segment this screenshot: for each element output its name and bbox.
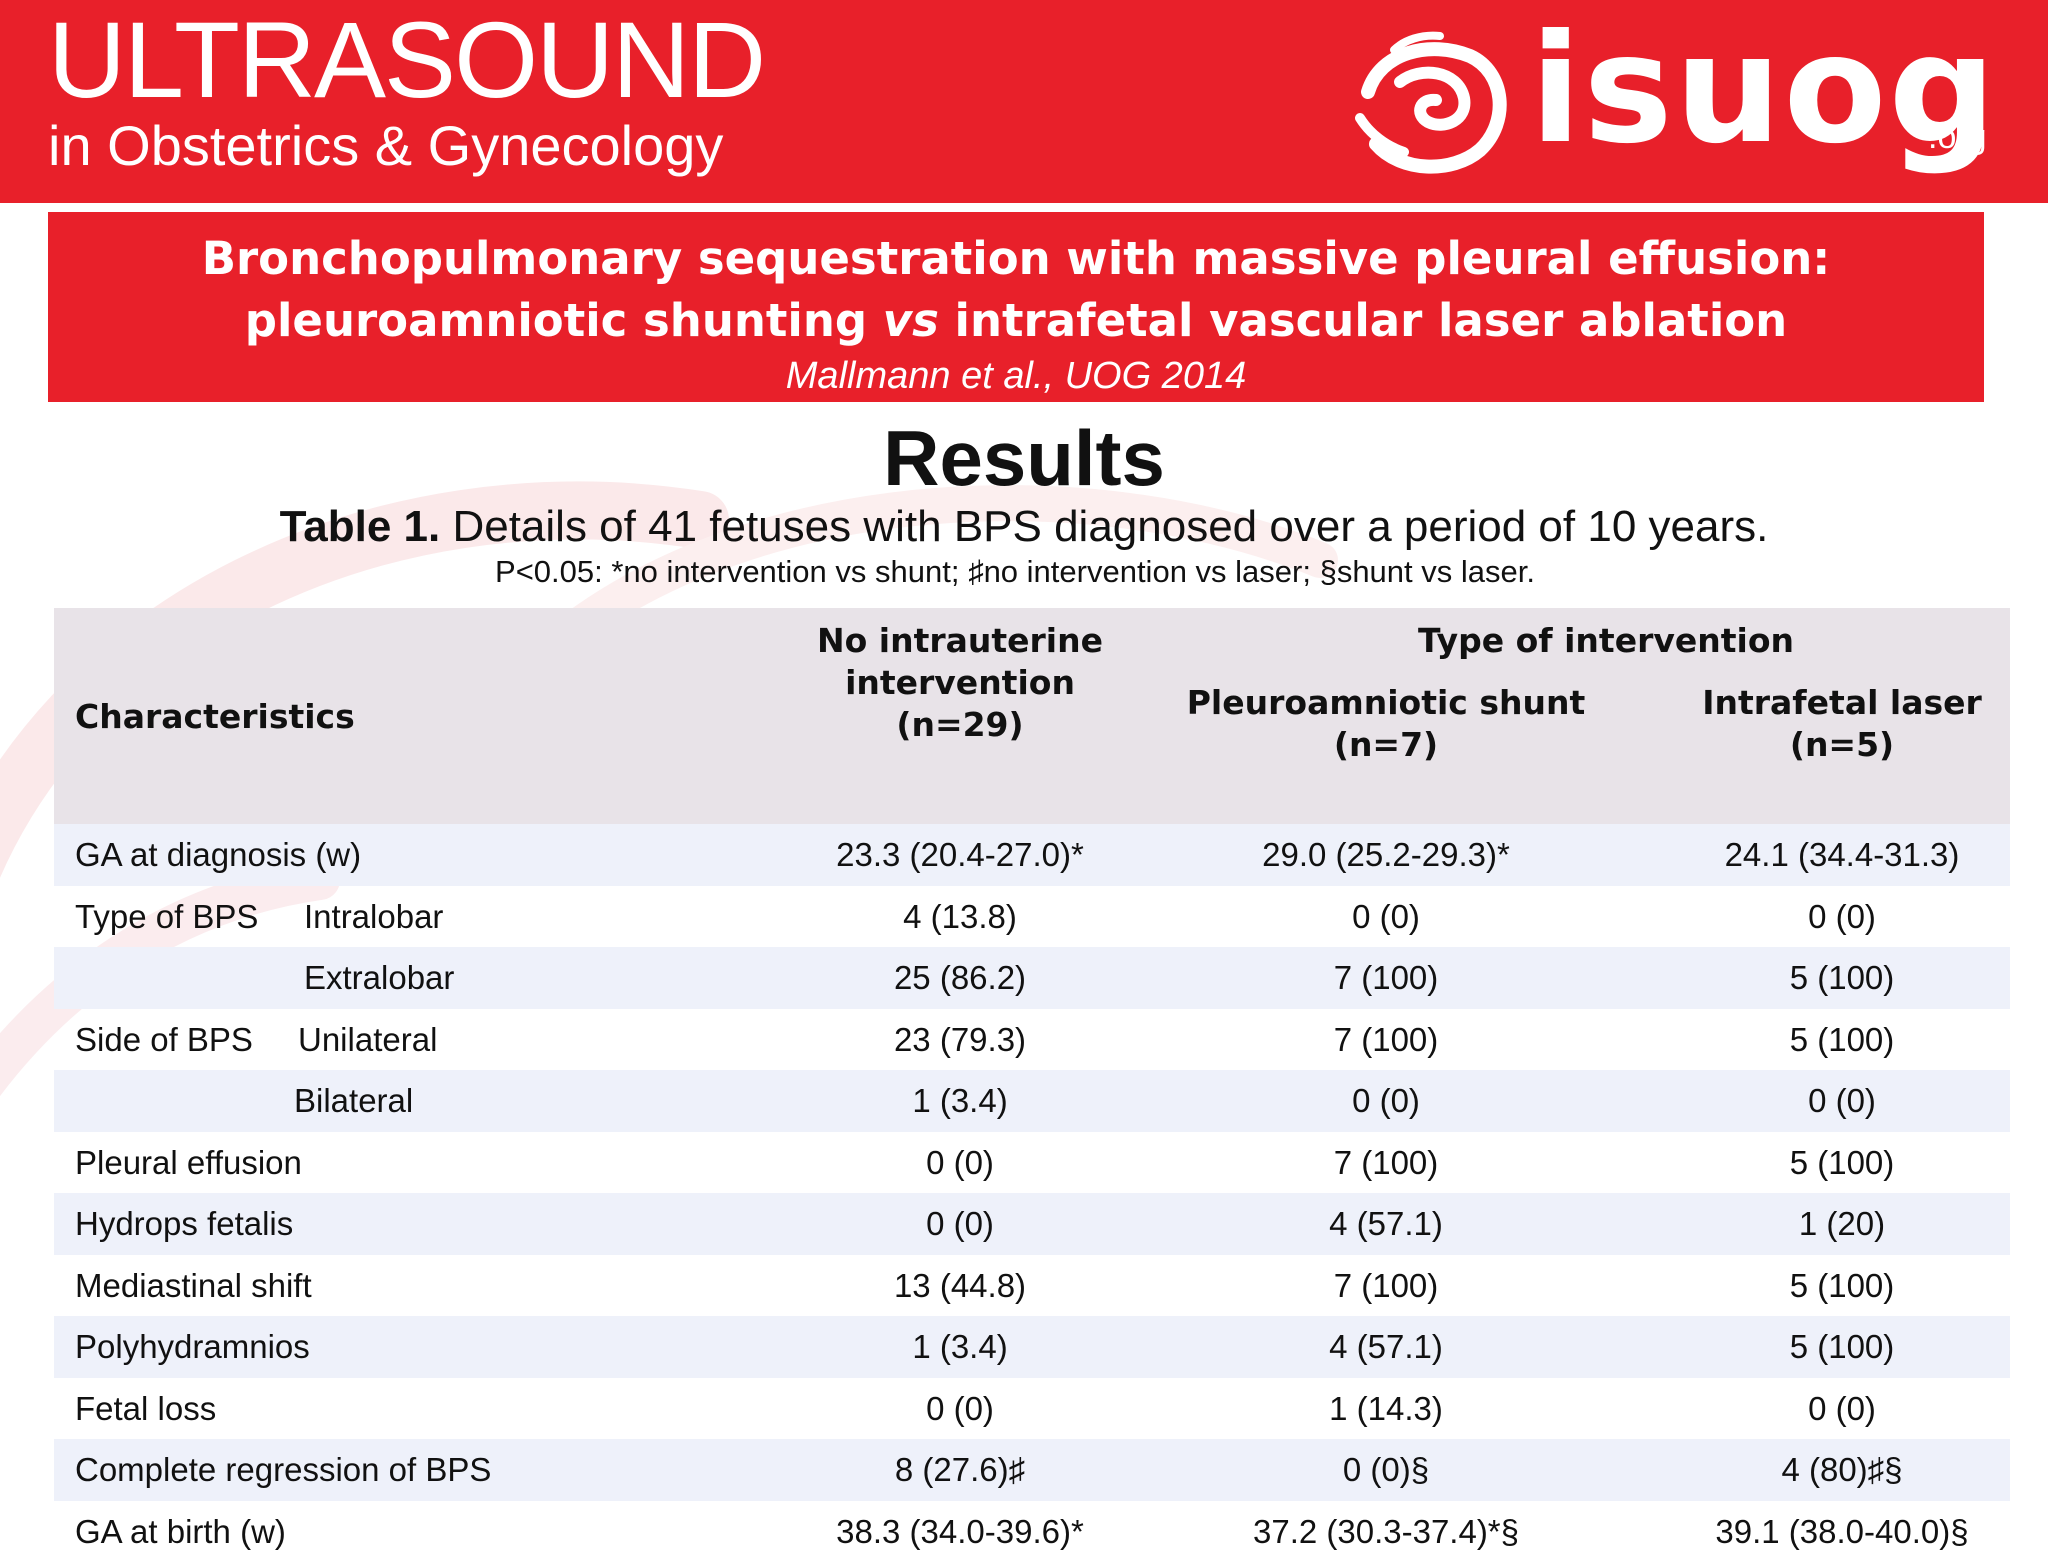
cell-no-intervention: 8 (27.6)♯ bbox=[754, 1439, 1166, 1501]
journal-title-sub: in Obstetrics & Gynecology bbox=[48, 118, 764, 174]
article-banner: Bronchopulmonary sequestration with mass… bbox=[48, 212, 1984, 402]
header-characteristics: Characteristics bbox=[75, 696, 355, 738]
table-header: Characteristics No intrauterine interven… bbox=[54, 608, 2010, 824]
row-label: Complete regression of BPS bbox=[75, 1439, 491, 1501]
header-laser-line-1: Intrafetal laser bbox=[1622, 682, 2048, 724]
cell-shunt: 0 (0)§ bbox=[1166, 1439, 1606, 1501]
cell-laser: 5 (100) bbox=[1622, 1316, 2048, 1378]
table-row: Fetal loss 0 (0) 1 (14.3) 0 (0) bbox=[54, 1378, 2010, 1440]
article-title-line-2-start: pleuroamniotic shunting bbox=[245, 294, 883, 347]
header-type-of-intervention: Type of intervention bbox=[1166, 620, 2046, 662]
cell-shunt: 37.2 (30.3-37.4)*§ bbox=[1166, 1501, 1606, 1562]
table-row: GA at diagnosis (w) 23.3 (20.4-27.0)* 29… bbox=[54, 824, 2010, 886]
header-no-intervention: No intrauterine intervention (n=29) bbox=[754, 620, 1166, 746]
row-sublabel: Intralobar bbox=[304, 886, 443, 948]
cell-no-intervention: 0 (0) bbox=[754, 1378, 1166, 1440]
cell-shunt: 29.0 (25.2-29.3)* bbox=[1166, 824, 1606, 886]
table-caption-label: Table 1. bbox=[280, 502, 441, 551]
cell-laser: 4 (80)♯§ bbox=[1622, 1439, 2048, 1501]
cell-laser: 39.1 (38.0-40.0)§ bbox=[1622, 1501, 2048, 1562]
row-label: GA at birth (w) bbox=[75, 1501, 286, 1562]
header-shunt-line-1: Pleuroamniotic shunt bbox=[1166, 682, 1606, 724]
cell-laser: 0 (0) bbox=[1622, 1378, 2048, 1440]
article-title-line-2-end: intrafetal vascular laser ablation bbox=[939, 294, 1787, 347]
row-label: Side of BPS bbox=[75, 1009, 253, 1071]
header-no-intervention-line-2: intervention bbox=[754, 662, 1166, 704]
table-row: Hydrops fetalis 0 (0) 4 (57.1) 1 (20) bbox=[54, 1193, 2010, 1255]
cell-shunt: 4 (57.1) bbox=[1166, 1193, 1606, 1255]
cell-laser: 5 (100) bbox=[1622, 947, 2048, 1009]
cell-laser: 24.1 (34.4-31.3) bbox=[1622, 824, 2048, 886]
article-title-vs: vs bbox=[883, 294, 939, 347]
cell-no-intervention: 38.3 (34.0-39.6)* bbox=[754, 1501, 1166, 1562]
cell-shunt: 0 (0) bbox=[1166, 886, 1606, 948]
cell-shunt: 7 (100) bbox=[1166, 1009, 1606, 1071]
journal-title-main: ULTRASOUND bbox=[48, 6, 764, 114]
cell-laser: 0 (0) bbox=[1622, 886, 2048, 948]
cell-shunt: 7 (100) bbox=[1166, 1255, 1606, 1317]
header-no-intervention-line-3: (n=29) bbox=[754, 704, 1166, 746]
row-sublabel: Extralobar bbox=[304, 947, 454, 1009]
cell-no-intervention: 23.3 (20.4-27.0)* bbox=[754, 824, 1166, 886]
header-band: ULTRASOUND in Obstetrics & Gynecology is… bbox=[0, 0, 2048, 203]
header-pleuroamniotic-shunt: Pleuroamniotic shunt (n=7) bbox=[1166, 682, 1606, 766]
cell-no-intervention: 0 (0) bbox=[754, 1193, 1166, 1255]
table-row: GA at birth (w) 38.3 (34.0-39.6)* 37.2 (… bbox=[54, 1501, 2010, 1562]
cell-shunt: 7 (100) bbox=[1166, 1132, 1606, 1194]
section-heading: Results bbox=[0, 410, 2048, 506]
table-row: Polyhydramnios 1 (3.4) 4 (57.1) 5 (100) bbox=[54, 1316, 2010, 1378]
journal-title: ULTRASOUND in Obstetrics & Gynecology bbox=[48, 6, 764, 174]
row-sublabel: Bilateral bbox=[294, 1070, 413, 1132]
cell-no-intervention: 1 (3.4) bbox=[754, 1316, 1166, 1378]
row-label: Pleural effusion bbox=[75, 1132, 302, 1194]
row-label: Mediastinal shift bbox=[75, 1255, 312, 1317]
cell-laser: 5 (100) bbox=[1622, 1132, 2048, 1194]
row-label: Fetal loss bbox=[75, 1378, 216, 1440]
cell-laser: 5 (100) bbox=[1622, 1009, 2048, 1071]
cell-no-intervention: 4 (13.8) bbox=[754, 886, 1166, 948]
table-significance-note: P<0.05: *no intervention vs shunt; ♯no i… bbox=[0, 554, 2048, 590]
row-label: Type of BPS bbox=[75, 886, 258, 948]
isuog-fetus-swirl-icon bbox=[1340, 22, 1520, 192]
article-title: Bronchopulmonary sequestration with mass… bbox=[48, 228, 1984, 352]
cell-shunt: 1 (14.3) bbox=[1166, 1378, 1606, 1440]
cell-laser: 1 (20) bbox=[1622, 1193, 2048, 1255]
table-row: Mediastinal shift 13 (44.8) 7 (100) 5 (1… bbox=[54, 1255, 2010, 1317]
cell-laser: 5 (100) bbox=[1622, 1255, 2048, 1317]
isuog-logo[interactable]: isuog .org bbox=[1340, 14, 2000, 194]
header-intrafetal-laser: Intrafetal laser (n=5) bbox=[1622, 682, 2048, 766]
table-row: Type of BPS Intralobar 4 (13.8) 0 (0) 0 … bbox=[54, 886, 2010, 948]
table-row: Bilateral 1 (3.4) 0 (0) 0 (0) bbox=[54, 1070, 2010, 1132]
cell-shunt: 4 (57.1) bbox=[1166, 1316, 1606, 1378]
cell-shunt: 7 (100) bbox=[1166, 947, 1606, 1009]
results-table: Characteristics No intrauterine interven… bbox=[54, 608, 2010, 1562]
header-laser-line-2: (n=5) bbox=[1622, 724, 2048, 766]
article-title-line-1: Bronchopulmonary sequestration with mass… bbox=[48, 228, 1984, 290]
article-citation: Mallmann et al., UOG 2014 bbox=[48, 354, 1984, 398]
cell-laser: 0 (0) bbox=[1622, 1070, 2048, 1132]
table-row: Pleural effusion 0 (0) 7 (100) 5 (100) bbox=[54, 1132, 2010, 1194]
table-row: Extralobar 25 (86.2) 7 (100) 5 (100) bbox=[54, 947, 2010, 1009]
cell-no-intervention: 13 (44.8) bbox=[754, 1255, 1166, 1317]
row-sublabel: Unilateral bbox=[298, 1009, 437, 1071]
table-caption-text: Details of 41 fetuses with BPS diagnosed… bbox=[440, 502, 1768, 551]
cell-no-intervention: 23 (79.3) bbox=[754, 1009, 1166, 1071]
header-shunt-line-2: (n=7) bbox=[1166, 724, 1606, 766]
cell-no-intervention: 1 (3.4) bbox=[754, 1070, 1166, 1132]
row-label: Hydrops fetalis bbox=[75, 1193, 293, 1255]
row-label: GA at diagnosis (w) bbox=[75, 824, 361, 886]
header-no-intervention-line-1: No intrauterine bbox=[754, 620, 1166, 662]
isuog-org-suffix: .org bbox=[1928, 118, 1987, 157]
table-row: Complete regression of BPS 8 (27.6)♯ 0 (… bbox=[54, 1439, 2010, 1501]
cell-shunt: 0 (0) bbox=[1166, 1070, 1606, 1132]
table-caption: Table 1. Details of 41 fetuses with BPS … bbox=[0, 502, 2048, 552]
cell-no-intervention: 0 (0) bbox=[754, 1132, 1166, 1194]
row-label: Polyhydramnios bbox=[75, 1316, 310, 1378]
article-title-line-2: pleuroamniotic shunting vs intrafetal va… bbox=[48, 290, 1984, 352]
cell-no-intervention: 25 (86.2) bbox=[754, 947, 1166, 1009]
table-row: Side of BPS Unilateral 23 (79.3) 7 (100)… bbox=[54, 1009, 2010, 1071]
